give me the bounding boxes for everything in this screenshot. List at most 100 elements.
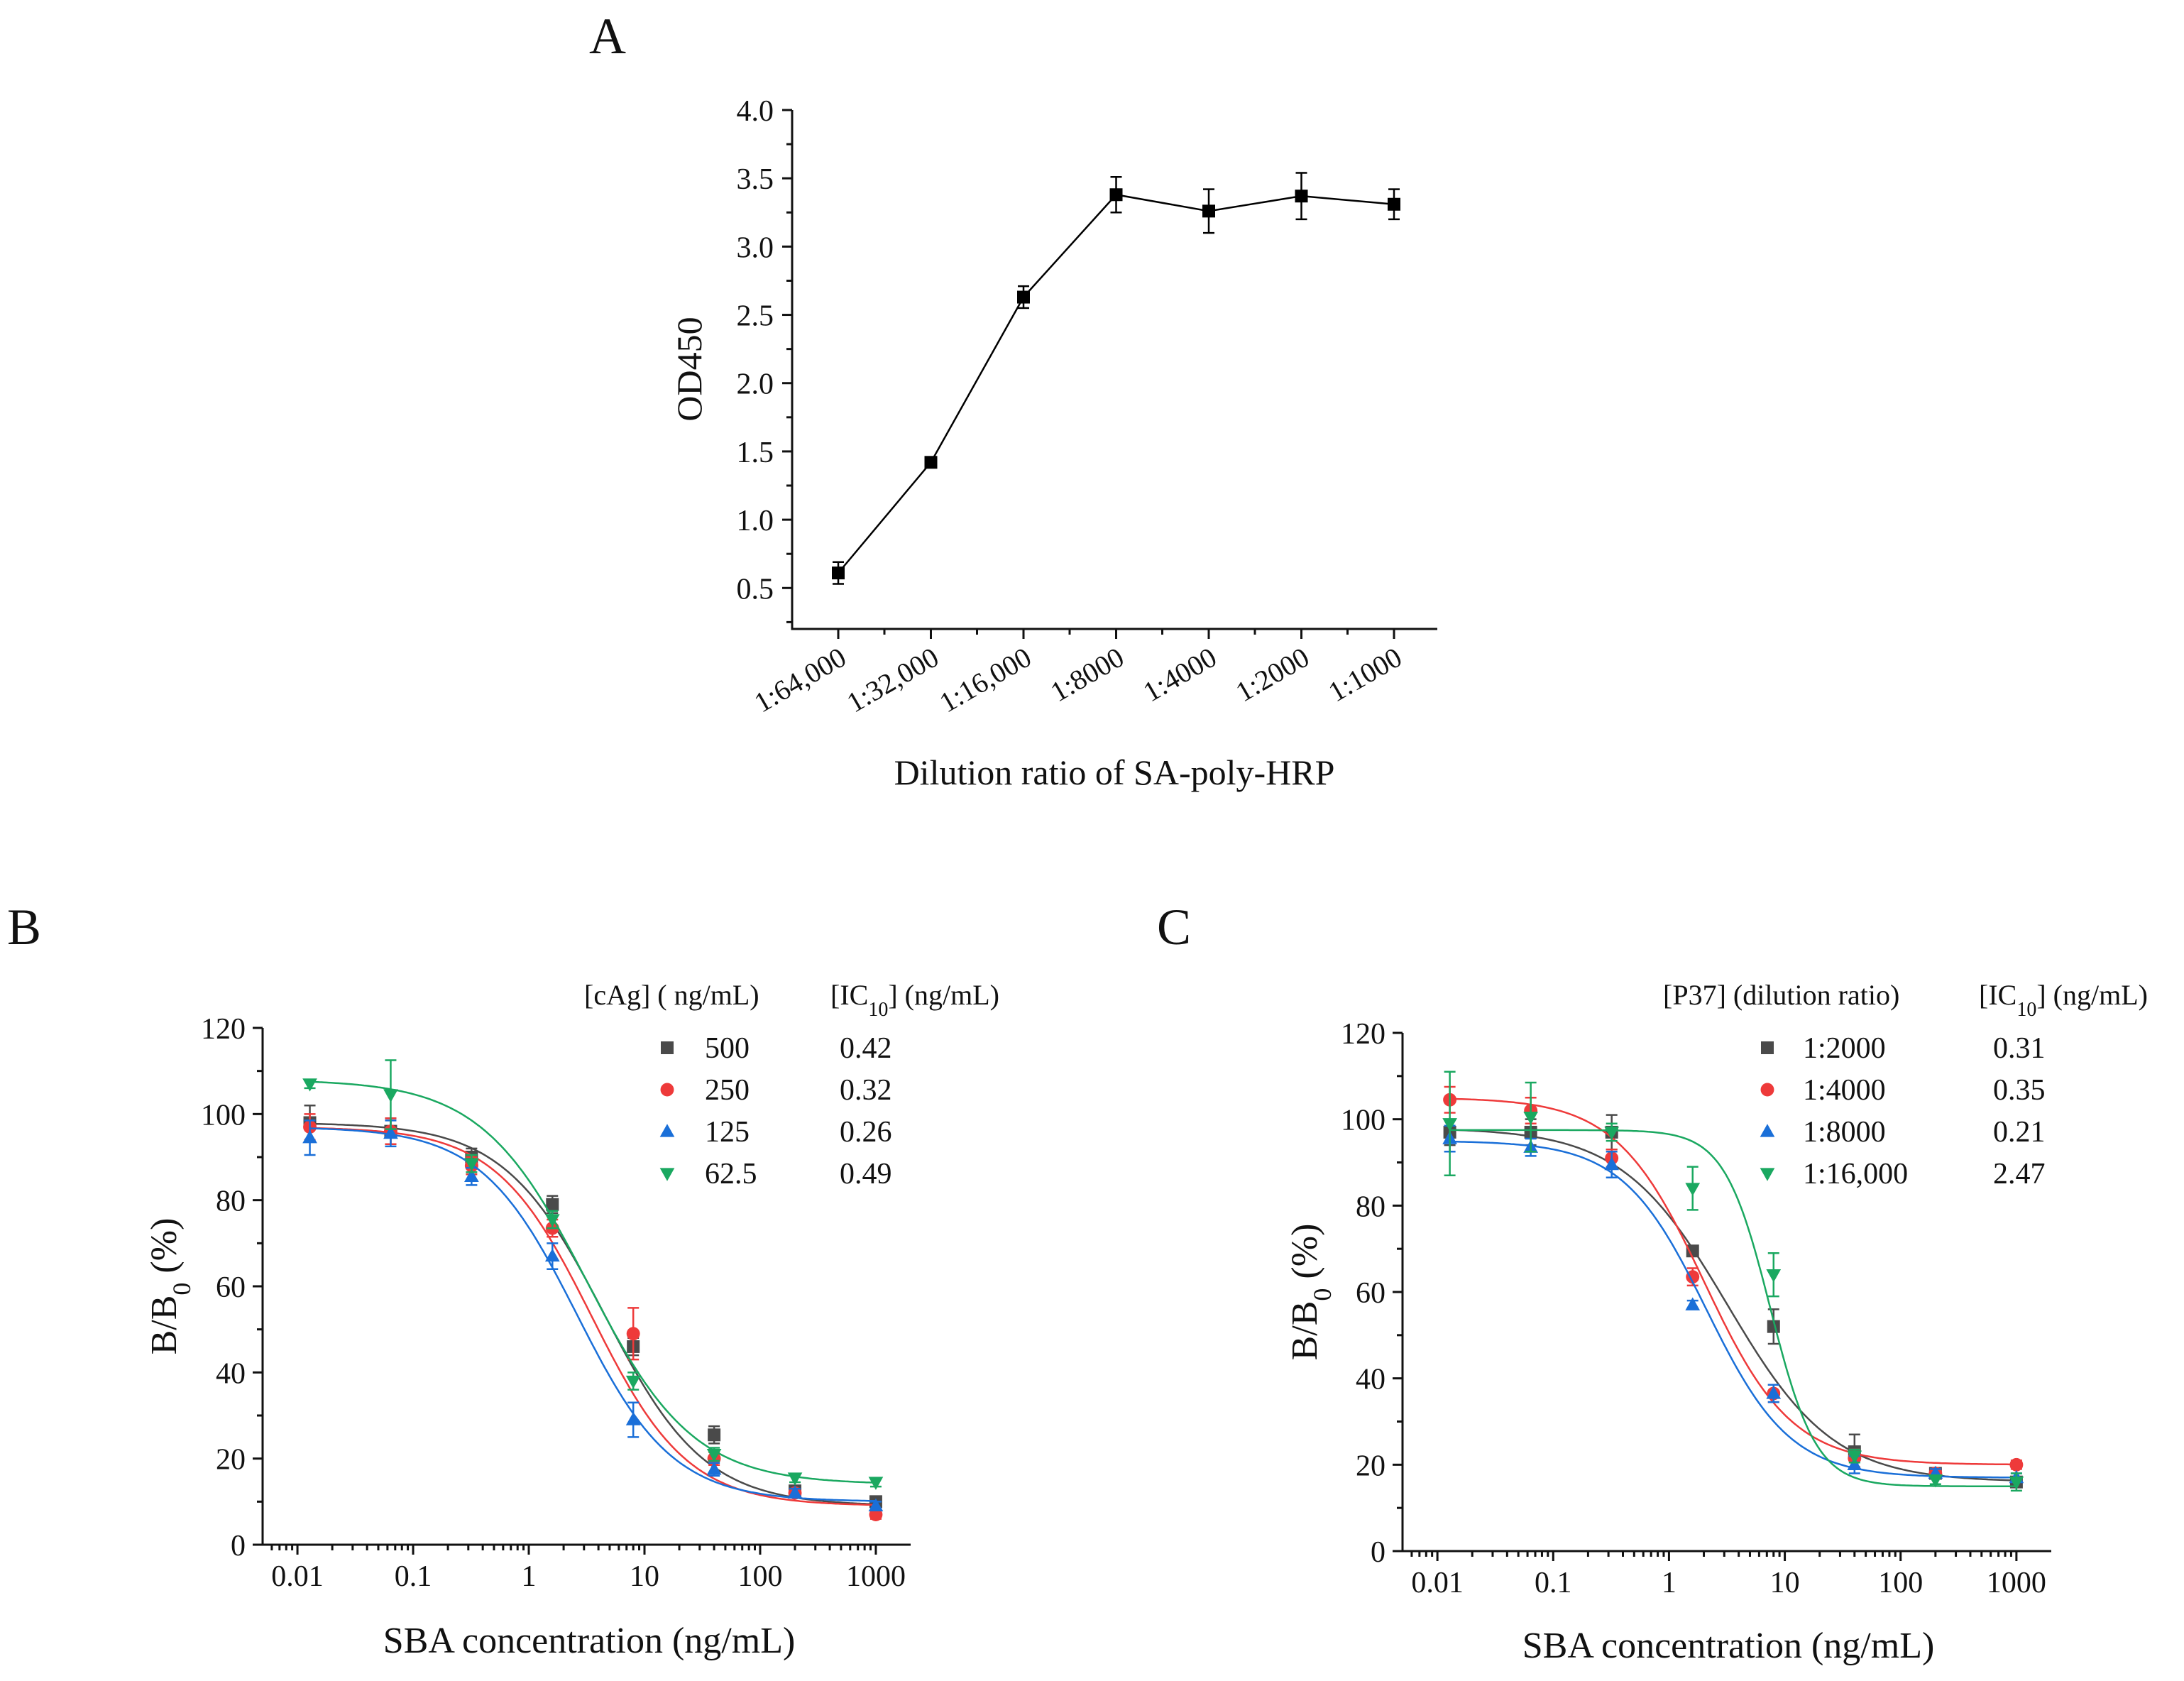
chart-a-y-tick-label: 3.0	[737, 231, 774, 264]
chart-a-ylabel: OD450	[669, 317, 709, 421]
chart-b-xlabel: SBA concentration (ng/mL)	[383, 1621, 796, 1661]
chart-c-legend: [P37] (dilution ratio) [IC10] (ng/mL) 1:…	[1663, 979, 2148, 1190]
chart-c-legend-ic-value: 0.35	[1993, 1074, 2046, 1107]
chart-c-y-tick-label: 80	[1356, 1190, 1385, 1223]
chart-c-point	[2009, 1457, 2024, 1472]
chart-b-point	[868, 1498, 884, 1512]
chart-b-point	[302, 1129, 317, 1144]
chart-a-point	[924, 456, 938, 469]
chart-b-legend: [cAg] ( ng/mL) [IC10] (ng/mL) 500 0.42 250…	[584, 979, 999, 1190]
chart-c-xlabel: SBA concentration (ng/mL)	[1522, 1626, 1935, 1666]
chart-a-point	[1109, 188, 1123, 202]
chart-b-x-tick-label: 100	[737, 1560, 782, 1593]
chart-a-xlabel: Dilution ratio of SA-poly-HRP	[894, 752, 1335, 792]
chart-c-x-tick-label: 1000	[1987, 1567, 2046, 1599]
chart-a-plot	[832, 172, 1400, 585]
chart-b-legend-label: 125	[705, 1116, 750, 1149]
chart-b-x-tick-label: 1	[522, 1560, 537, 1593]
chart-c-point	[1604, 1156, 1620, 1171]
chart-b-y-tick-label: 100	[201, 1099, 246, 1132]
chart-c-x-tick-label: 1	[1662, 1567, 1677, 1599]
chart-b-point	[625, 1412, 641, 1425]
chart-b-y-tick-label: 120	[201, 1013, 246, 1046]
chart-c-point	[1928, 1474, 1943, 1488]
chart-b-x-tick-label: 1000	[846, 1560, 906, 1593]
chart-b-point	[787, 1485, 803, 1499]
chart-b-y-tick-label: 20	[216, 1444, 246, 1477]
chart-a-y-ticks: 0.5 1.0 1.5 2.0 2.5 3.0 3.5 4.0	[737, 95, 792, 623]
chart-c-legend-label: 1:2000	[1803, 1032, 1886, 1065]
panel-letter-a: A	[589, 8, 626, 65]
chart-c-legend-ic-value: 0.21	[1993, 1116, 2046, 1149]
chart-b-y-ticks: 0 20 40 60 80 100 120	[201, 1013, 263, 1562]
chart-b-legend-header-right: [IC10] (ng/mL)	[830, 979, 999, 1021]
chart-b-fit-curve	[309, 1127, 876, 1506]
chart-a-series-line	[838, 193, 1395, 574]
chart-b-legend-marker	[661, 1041, 674, 1054]
chart-b-point	[546, 1198, 559, 1211]
chart-a-y-tick-label: 4.0	[737, 95, 774, 128]
chart-b-legend-label: 62.5	[705, 1158, 757, 1190]
chart-b-point	[708, 1428, 721, 1442]
chart-c-legend-label: 1:4000	[1803, 1074, 1886, 1107]
chart-c-legend-ic-value: 2.47	[1993, 1158, 2046, 1190]
chart-a-x-tick-label: 1:16,000	[934, 641, 1037, 719]
chart-a-y-tick-label: 2.0	[737, 368, 774, 401]
chart-a-y-tick-label: 2.5	[737, 300, 774, 333]
chart-b-legend-label: 500	[705, 1032, 750, 1065]
chart-c-legend-marker	[1761, 1041, 1774, 1054]
chart-b-point	[868, 1477, 884, 1490]
chart-b-y-tick-label: 40	[216, 1357, 246, 1390]
chart-c-legend-marker	[1760, 1124, 1775, 1137]
chart-c-point	[1604, 1127, 1620, 1140]
chart-c-plot	[1442, 1071, 2024, 1492]
chart-c-y-tick-label: 20	[1356, 1450, 1385, 1482]
chart-b-fit-curve	[309, 1127, 876, 1502]
chart-b-point	[464, 1168, 479, 1182]
chart-c-y-tick-label: 100	[1341, 1105, 1385, 1137]
chart-b: 0 20 40 60 80 100 120 0.01 0.1 1 10 100 1000 [cAg] …	[144, 979, 999, 1661]
chart-a-x-tick-label: 1:64,000	[749, 641, 852, 719]
chart-b-x-tick-label: 10	[630, 1560, 659, 1593]
chart-c-legend-header-right: [IC10] (ng/mL)	[1979, 979, 2148, 1021]
chart-c-point	[1442, 1118, 1457, 1132]
chart-c-y-tick-label: 0	[1371, 1536, 1385, 1569]
chart-b-point	[626, 1327, 640, 1341]
chart-c-point	[1685, 1183, 1701, 1196]
chart-a-y-tick-label: 1.5	[737, 437, 774, 469]
chart-c-y-ticks: 0 20 40 60 80 100 120	[1341, 1018, 1403, 1569]
chart-c-point	[1686, 1244, 1699, 1258]
chart-a-x-tick-label: 1:2000	[1230, 641, 1315, 708]
chart-b-ylabel: B/B0 (%)	[144, 1218, 196, 1355]
chart-b-legend-ic-value: 0.26	[840, 1116, 892, 1149]
chart-a-x-tick-label: 1:1000	[1323, 641, 1407, 708]
chart-c-legend-marker	[1760, 1083, 1774, 1097]
chart-c-y-tick-label: 120	[1341, 1018, 1385, 1051]
chart-a-point	[1388, 197, 1400, 211]
chart-c-point	[1766, 1269, 1782, 1283]
chart-b-point	[544, 1214, 560, 1227]
chart-c-x-tick-label: 0.1	[1535, 1567, 1572, 1599]
chart-c-x-tick-label: 0.01	[1411, 1567, 1464, 1599]
chart-b-point	[787, 1472, 803, 1486]
chart-c-legend-marker	[1760, 1168, 1775, 1181]
chart-a-axes	[791, 110, 1437, 630]
chart-a-point	[1202, 204, 1215, 218]
chart-b-point	[625, 1375, 641, 1389]
chart-a-point	[832, 566, 845, 580]
chart-b-legend-ic-value: 0.42	[840, 1032, 892, 1065]
chart-b-x-ticks: 0.01 0.1 1 10 100 1000	[270, 1545, 906, 1593]
chart-c-point	[1523, 1111, 1538, 1125]
chart-b-axes	[261, 1028, 911, 1546]
chart-c-point	[1686, 1270, 1700, 1284]
chart-a-y-tick-label: 0.5	[737, 573, 774, 606]
chart-b-legend-header-left: [cAg] ( ng/mL)	[584, 979, 759, 1011]
chart-c-x-tick-label: 10	[1770, 1567, 1800, 1599]
chart-b-y-tick-label: 80	[216, 1186, 246, 1218]
chart-b-point	[383, 1125, 398, 1139]
chart-b-y-tick-label: 0	[231, 1530, 246, 1562]
chart-a-x-tick-label: 1:4000	[1138, 641, 1222, 708]
chart-b-x-tick-label: 0.01	[271, 1560, 324, 1593]
